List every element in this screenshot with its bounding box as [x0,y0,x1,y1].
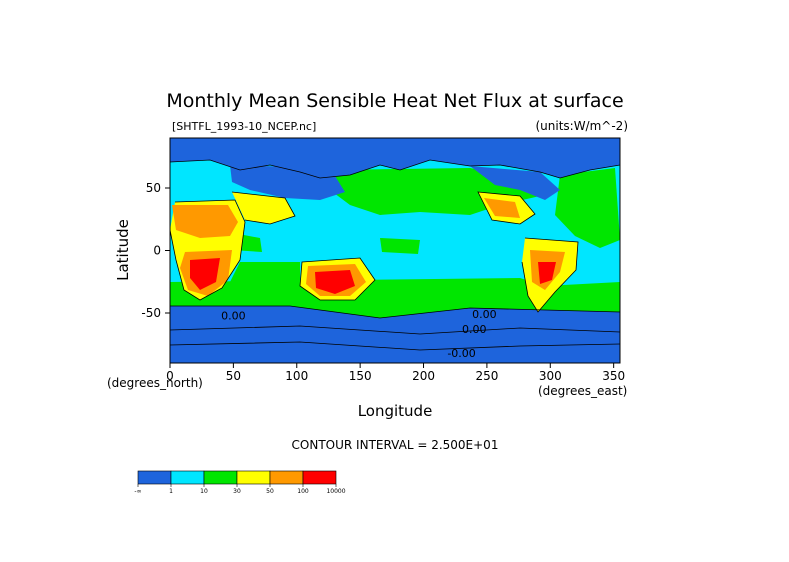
contour-label: 0.00 [472,308,497,321]
southern-africa-red [190,258,220,290]
southern-green-band [170,278,620,318]
colorbar-label: 100 [297,488,309,495]
x-tick-label: 50 [226,369,241,383]
middle-east-yellow [232,192,295,224]
north-america-blue [470,166,560,200]
colorbar-label: -∞ [134,488,141,495]
x-tick-label: 300 [539,369,562,383]
x-units-label: (degrees_east) [538,384,627,398]
contour-label: 0.00 [462,323,487,336]
north-america-orange [484,198,520,218]
colorbar-swatch [302,470,337,485]
tropical-green-patches [228,232,420,254]
contour-interval-text: CONTOUR INTERVAL = 2.500E+01 [292,438,499,452]
x-tick-label: 150 [349,369,372,383]
y-axis-title: Latitude [114,219,132,281]
y-units-label: (degrees_north) [107,376,203,390]
colorbar-label: 10 [200,488,208,495]
south-america-red [538,262,556,284]
antarctic-blue-region [170,306,620,363]
x-tick-label: 250 [475,369,498,383]
y-tick-label: 0 [153,244,161,258]
contour-label: -0.00 [447,347,475,360]
heat-flux-map: 0.00 0.00 0.00 -0.00 [169,137,621,364]
arctic-blue-region [170,138,620,178]
x-tick-label: 0 [166,369,174,383]
colorbar-label: 30 [233,488,241,495]
x-axis-title: Longitude [358,402,433,420]
x-tick-label: 100 [285,369,308,383]
contour-labels: 0.00 0.00 0.00 -0.00 [221,308,496,360]
y-tick-label: -50 [141,306,161,320]
x-tick-label: 350 [602,369,625,383]
x-tick-label: 200 [412,369,435,383]
colorbar-swatch [236,470,271,485]
sahara-orange [172,205,238,238]
colorbar-swatch [203,470,238,485]
colorbar-label: 50 [266,488,274,495]
north-atlantic-green-band [555,168,620,248]
y-tick-label: 50 [146,181,161,195]
colorbar: -∞ 1 10 30 50 100 10000 [134,470,346,495]
file-label: [SHTFL_1993-10_NCEP.nc] [172,120,316,133]
colorbar-swatch [137,470,172,485]
x-axis-ticks: 0 50 100 150 200 250 300 350 [166,363,625,383]
y-axis-ticks: 50 0 -50 [141,181,170,320]
colorbar-label: 1 [169,488,173,495]
australia-red [315,270,355,294]
contour-label: 0.00 [221,309,246,322]
indian-ocean-green [230,262,300,288]
colorbar-swatch [269,470,304,485]
colorbar-swatch [170,470,205,485]
contour-lines [169,159,621,351]
chart-title: Monthly Mean Sensible Heat Net Flux at s… [166,90,623,112]
colorbar-label: 10000 [326,488,345,495]
units-label: (units:W/m^-2) [535,119,628,133]
siberia-blue [230,165,345,200]
